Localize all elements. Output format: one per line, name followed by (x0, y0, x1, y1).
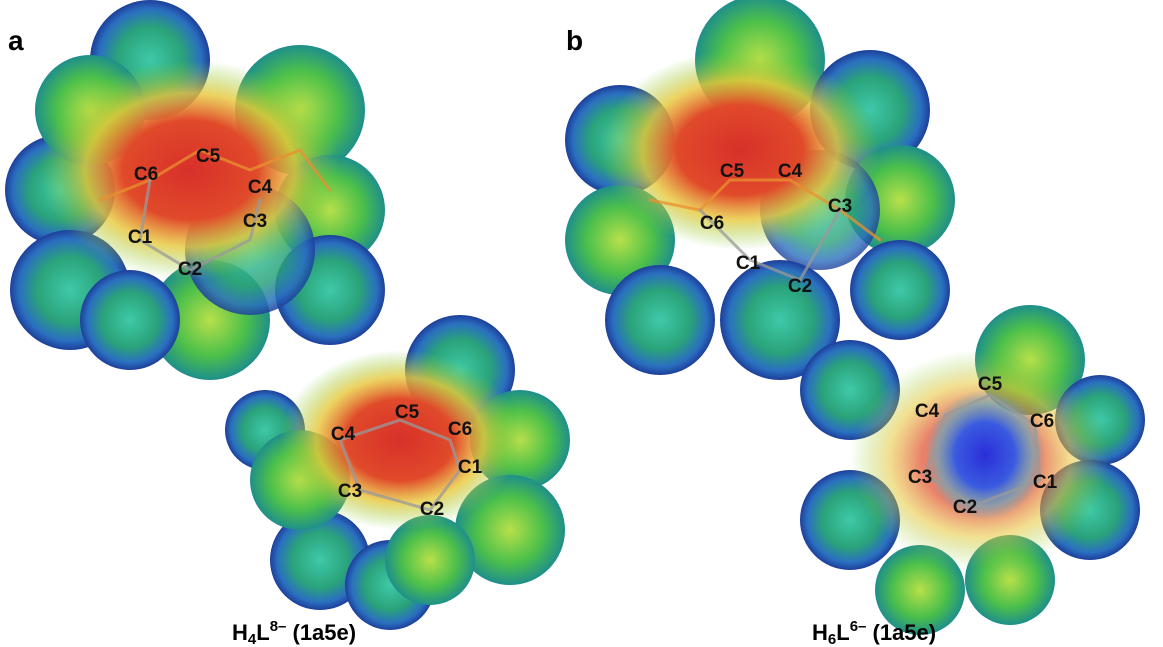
atom-label: C2 (788, 276, 812, 297)
atom-label: C4 (915, 401, 940, 422)
atom-label: C2 (953, 497, 977, 518)
atom-label: C6 (134, 164, 158, 185)
surface (225, 315, 570, 630)
atom-label: C6 (1030, 411, 1054, 432)
caption-sub: 6 (828, 631, 836, 647)
atom-label: C5 (720, 161, 745, 182)
caption-sup: 8– (270, 618, 287, 635)
atom-label: C2 (178, 259, 202, 280)
atom-label: C1 (458, 457, 483, 478)
atom-label: C1 (1033, 472, 1058, 493)
atom-label: C3 (908, 467, 932, 488)
caption-part: H (812, 620, 828, 645)
caption-part: (1a5e) (866, 620, 936, 645)
caption-part: L (836, 620, 849, 645)
atom-label: C5 (978, 374, 1003, 395)
caption-part: (1a5e) (286, 620, 356, 645)
atom-label: C1 (736, 253, 761, 274)
caption-sup: 6– (850, 618, 867, 635)
caption-part: L (256, 620, 269, 645)
atom-label: C4 (331, 424, 356, 445)
atom-label: C6 (448, 419, 472, 440)
atom-label: C3 (338, 481, 362, 502)
panel-label: a (8, 25, 24, 56)
atom-label: C4 (778, 161, 803, 182)
caption-part: H (232, 620, 248, 645)
surface (565, 0, 955, 380)
caption: H4L8– (1a5e) (232, 618, 356, 647)
figure: C1 C2 C3 C4 C5 C6 C1 C2 C3 C4 C5 C6 C1 C… (0, 0, 1163, 647)
atom-label: C4 (248, 177, 273, 198)
atom-label: C1 (128, 227, 153, 248)
atom-label: C5 (196, 146, 221, 167)
surface (800, 305, 1145, 635)
atom-label: C3 (243, 211, 267, 232)
panel-label: b (566, 25, 583, 56)
surface (5, 0, 385, 380)
caption: H6L6– (1a5e) (812, 618, 936, 647)
atom-label: C6 (700, 213, 724, 234)
atom-label: C5 (395, 402, 420, 423)
atom-label: C2 (420, 499, 444, 520)
atom-label: C3 (828, 196, 852, 217)
